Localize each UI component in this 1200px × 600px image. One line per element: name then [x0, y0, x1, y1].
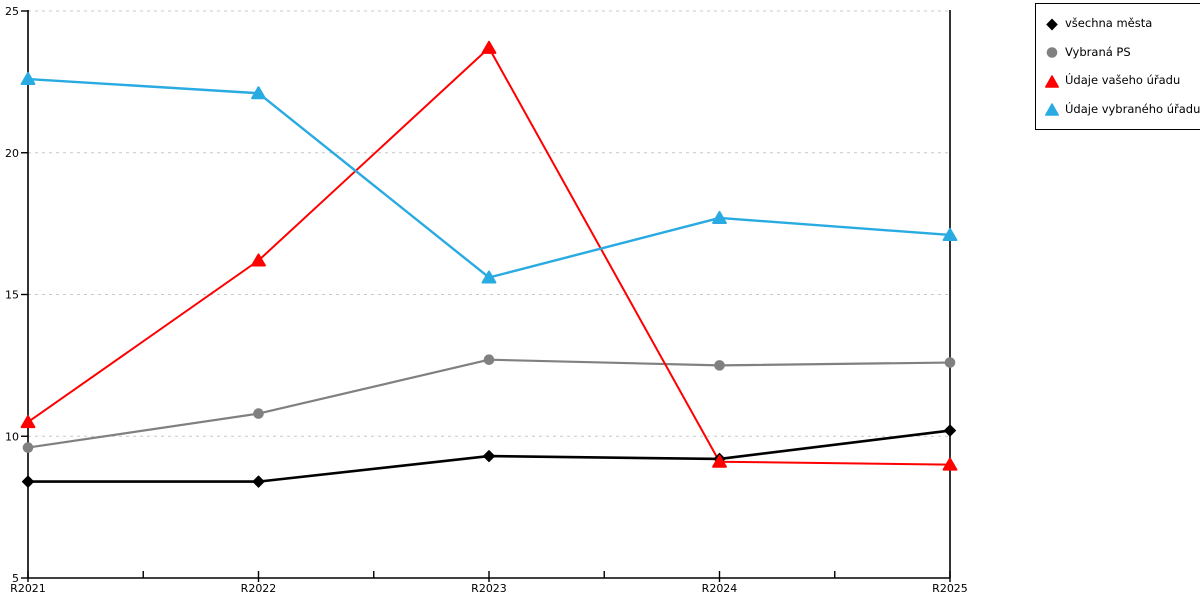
data-point-triangle	[251, 253, 266, 267]
circle-glyph	[1046, 47, 1058, 59]
legend-label: Údaje vašeho úřadu	[1065, 73, 1181, 87]
data-point-circle	[253, 408, 264, 419]
legend-item: Vybraná PS	[1045, 38, 1200, 67]
data-point-diamond	[943, 424, 957, 437]
chart-legend: všechna města Vybraná PS Údaje vašeho úřad…	[1035, 3, 1200, 130]
triangle-glyph	[1045, 75, 1059, 88]
data-point-circle	[714, 360, 725, 371]
data-point-diamond	[482, 449, 496, 463]
y-tick-label: 20	[5, 147, 19, 160]
series-line-triangle	[27, 46, 951, 466]
data-point-triangle	[942, 457, 958, 471]
legend-label: Údaje vybraného úřadu	[1065, 101, 1200, 116]
y-tick-label: 25	[5, 5, 19, 18]
data-point-circle	[22, 442, 34, 453]
data-point-triangle	[712, 210, 727, 224]
series-line-circle	[26, 358, 952, 449]
data-point-triangle	[942, 227, 958, 241]
data-point-diamond	[252, 475, 265, 488]
y-tick-label: 10	[5, 430, 19, 443]
data-point-circle	[483, 354, 495, 366]
data-point-triangle	[251, 86, 266, 100]
data-point-triangle	[20, 415, 36, 429]
legend-triangle-icon	[1045, 75, 1059, 88]
data-point-diamond	[21, 475, 35, 488]
legend-diamond-icon	[1046, 18, 1058, 31]
legend-triangle-icon	[1045, 103, 1059, 116]
diamond-glyph	[1046, 18, 1058, 31]
legend-item: Údaje vašeho úřadu	[1045, 67, 1200, 96]
x-tick-label: R2023	[471, 582, 507, 595]
y-tick-label: 15	[5, 289, 19, 302]
legend-item: všechna města	[1045, 10, 1200, 39]
x-tick-label: R2024	[702, 582, 738, 595]
data-point-triangle	[712, 454, 727, 468]
x-tick-label: R2025	[932, 582, 968, 595]
x-tick-label: R2022	[241, 582, 277, 595]
legend-label: Vybraná PS	[1065, 44, 1131, 59]
data-point-circle	[944, 357, 956, 368]
y-tick-label: 5	[12, 572, 19, 585]
legend-label: všechna města	[1065, 16, 1153, 30]
legend-circle-icon	[1046, 47, 1058, 59]
data-point-triangle	[481, 40, 497, 54]
triangle-glyph	[1045, 103, 1059, 116]
data-point-triangle	[20, 72, 36, 86]
x-tick-label: R2021	[10, 582, 46, 595]
series-line-triangle	[26, 77, 952, 279]
data-point-triangle	[481, 270, 497, 284]
legend-item: Údaje vybraného úřadu	[1045, 95, 1200, 124]
